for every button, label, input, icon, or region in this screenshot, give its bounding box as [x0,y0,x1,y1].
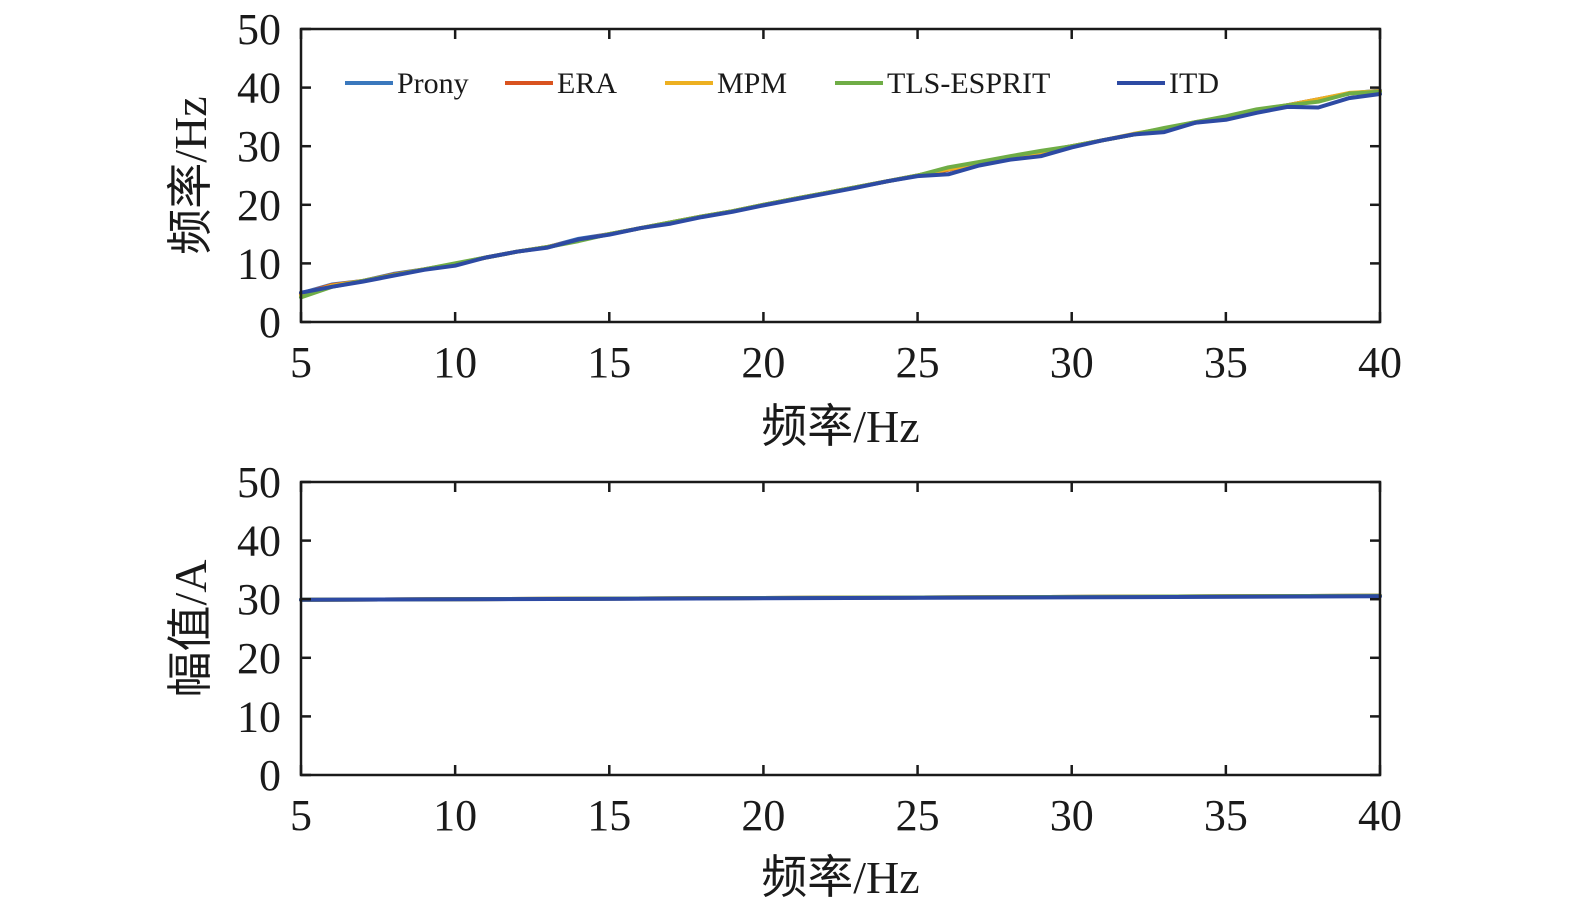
legend-label: MPM [717,67,787,100]
plot-frame [299,27,1382,324]
x-tick-label: 40 [1358,791,1402,840]
y-tick-label: 0 [259,298,281,347]
legend-item: ITD [1117,67,1219,100]
y-tick-label: 40 [237,517,281,566]
y-tick-label: 50 [237,458,281,507]
legend: Prony ERA MPM TLS-ESPRIT ITD [345,67,1219,100]
x-tick-label: 5 [290,338,312,387]
itd-line [299,92,1382,295]
x-tick-label: 10 [433,791,477,840]
series-lines [299,88,1382,300]
y-tick-label: 40 [237,64,281,113]
x-tick-label: 30 [1050,338,1094,387]
x-tick-label: 15 [587,791,631,840]
x-axis-label: 频率/Hz [761,401,919,452]
x-tick-label: 25 [896,791,940,840]
y-tick-label: 0 [259,751,281,800]
legend-label: ERA [557,67,617,100]
series-lines [299,593,1382,602]
x-tick-label: 5 [290,791,312,840]
x-tick-label: 25 [896,338,940,387]
x-tick-label: 30 [1050,791,1094,840]
y-axis-label: 频率/Hz [165,96,216,254]
y-axis-label: 幅值/A [165,560,216,698]
x-tick-label: 20 [741,791,785,840]
legend-label: ITD [1169,67,1219,100]
y-tick-label: 50 [237,5,281,54]
series-5-line [299,594,1382,602]
legend-item: MPM [665,67,787,100]
legend-label: Prony [397,67,469,100]
legend-label: TLS-ESPRIT [887,67,1050,100]
x-tick-label: 20 [741,338,785,387]
legend-item: ERA [505,67,617,100]
bottom-chart-panel: 5 10 15 20 25 30 35 40 0 10 20 30 40 50 频率/Hz 幅值/A [165,458,1402,903]
legend-item: Prony [345,67,469,100]
legend-item: TLS-ESPRIT [835,67,1050,100]
y-tick-label: 20 [237,634,281,683]
x-tick-label: 15 [587,338,631,387]
y-tick-label: 20 [237,181,281,230]
y-tick-label: 10 [237,239,281,288]
y-tick-label: 10 [237,692,281,741]
x-tick-label: 10 [433,338,477,387]
x-axis-label: 频率/Hz [761,852,919,903]
x-tick-label: 35 [1204,338,1248,387]
x-tick-label: 35 [1204,791,1248,840]
plot-frame [299,480,1382,777]
top-chart-panel: 5 10 15 20 25 30 35 40 0 10 20 30 40 50 频率/Hz 频率/Hz Pron… [165,5,1402,452]
y-tick-label: 30 [237,575,281,624]
y-tick-label: 30 [237,122,281,171]
x-tick-label: 40 [1358,338,1402,387]
